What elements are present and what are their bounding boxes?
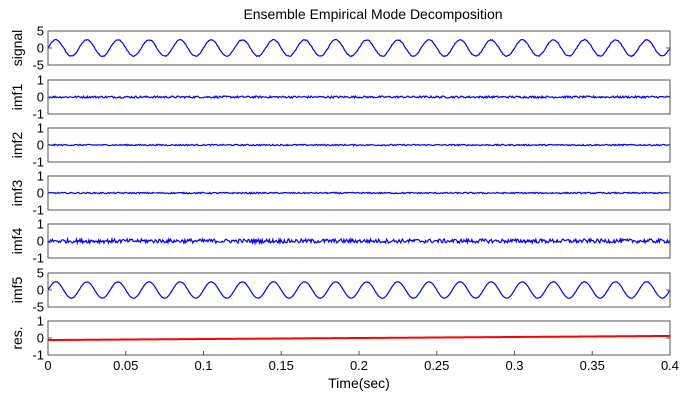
- y-tick-label: 1: [37, 73, 44, 88]
- series-line-res: [47, 334, 671, 342]
- series-line-signal: [47, 38, 671, 58]
- y-axis-label-imf4: imf4: [9, 228, 25, 255]
- y-axis-label-imf2: imf2: [9, 132, 25, 159]
- y-tick-label: -5: [32, 58, 44, 73]
- x-tick-label: 0.1: [194, 358, 212, 373]
- y-tick-label: 1: [37, 121, 44, 136]
- y-axis-label-imf1: imf1: [9, 84, 25, 111]
- y-axis-label-res: res.: [9, 326, 25, 349]
- series-line-imf4: [47, 236, 671, 246]
- y-tick-label: 0: [37, 186, 44, 201]
- x-tick-label: 0.05: [113, 358, 138, 373]
- panel-imf2: 1 0 -1 imf2: [9, 121, 671, 170]
- x-axis-label: Time(sec): [328, 375, 390, 391]
- y-tick-label: -1: [32, 203, 44, 218]
- y-axis-label-imf3: imf3: [9, 180, 25, 207]
- series-line-imf1: [47, 94, 671, 100]
- panel-signal: 5 0 -5 signal: [9, 24, 671, 73]
- x-tick-label: 0.35: [580, 358, 605, 373]
- y-tick-label: 5: [37, 266, 44, 281]
- x-tick-label: 0.3: [505, 358, 523, 373]
- y-tick-label: 0: [37, 234, 44, 249]
- y-tick-label: 0: [37, 138, 44, 153]
- y-tick-label: 0: [37, 331, 44, 346]
- panels-group: 5 0 -5 signal 1 0 -1 imf1 1 0 -1 imf2 1 0 -1 imf3 1 0 -1 im…: [9, 24, 671, 363]
- x-tick-label: 0.15: [269, 358, 294, 373]
- y-tick-label: -1: [32, 107, 44, 122]
- y-tick-label: 1: [37, 217, 44, 232]
- y-tick-label: 5: [37, 24, 44, 39]
- series-line-imf3: [47, 191, 671, 195]
- panel-imf5: 5 0 -5 imf5: [9, 266, 671, 315]
- y-tick-label: 0: [37, 283, 44, 298]
- y-tick-label: 0: [37, 90, 44, 105]
- y-tick-label: -1: [32, 155, 44, 170]
- y-tick-label: -1: [32, 348, 44, 363]
- x-axis: 0 0.05 0.1 0.15 0.2 0.25 0.3 0.35 0.4: [44, 351, 679, 373]
- panel-imf3: 1 0 -1 imf3: [9, 169, 671, 218]
- x-tick-label: 0.2: [350, 358, 368, 373]
- y-tick-label: 0: [37, 41, 44, 56]
- series-line-imf2: [47, 143, 671, 147]
- y-axis-label-imf5: imf5: [9, 277, 25, 304]
- y-tick-label: 1: [37, 314, 44, 329]
- y-axis-label-signal: signal: [9, 30, 25, 67]
- chart-title: Ensemble Empirical Mode Decomposition: [243, 6, 502, 22]
- x-tick-label: 0.4: [661, 358, 679, 373]
- panel-imf4: 1 0 -1 imf4: [9, 217, 671, 266]
- y-tick-label: -5: [32, 300, 44, 315]
- x-tick-label: 0: [44, 358, 51, 373]
- y-tick-label: 1: [37, 169, 44, 184]
- series-line-imf5: [47, 281, 671, 299]
- panel-imf1: 1 0 -1 imf1: [9, 73, 671, 122]
- y-tick-label: -1: [32, 251, 44, 266]
- panel-res: 1 0 -1 res.: [9, 314, 671, 363]
- x-tick-label: 0.25: [424, 358, 449, 373]
